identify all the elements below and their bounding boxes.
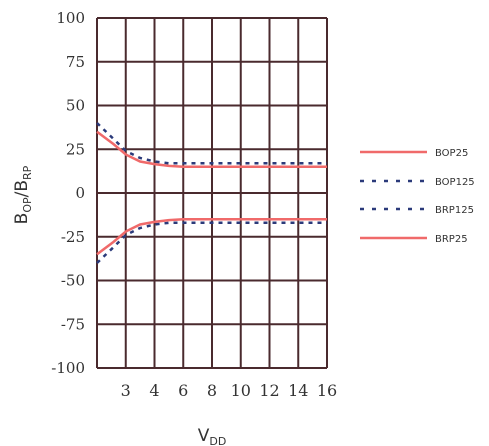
series-line-bop125 xyxy=(96,122,327,165)
x-tick-label: 10 xyxy=(231,381,251,400)
grid xyxy=(96,17,328,369)
x-tick-label: 14 xyxy=(288,381,308,400)
y-tick-label: 25 xyxy=(66,140,85,158)
x-tick-label: 12 xyxy=(259,381,279,400)
legend-label-bop25: BOP25 xyxy=(435,148,468,159)
y-tick-label: -75 xyxy=(61,315,85,333)
y-tick-label: -100 xyxy=(51,359,85,377)
x-tick-label: 6 xyxy=(178,381,188,400)
x-tick-label: 3 xyxy=(121,381,131,400)
series-line-brp25 xyxy=(96,218,327,256)
y-tick-labels: 100 75 50 25 0 -25 -50 -75 -100 xyxy=(51,9,85,377)
y-tick-label: 100 xyxy=(56,9,85,27)
y-tick-label: -25 xyxy=(61,228,85,246)
legend-label-brp25: BRP25 xyxy=(435,234,468,245)
x-tick-label: 8 xyxy=(207,381,217,400)
x-tick-labels: 3 4 6 8 10 12 14 16 xyxy=(121,381,338,400)
legend-label-brp125: BRP125 xyxy=(435,205,474,216)
legend-label-bop125: BOP125 xyxy=(435,177,475,188)
x-tick-label: 16 xyxy=(317,381,337,400)
y-tick-label: 0 xyxy=(75,184,85,202)
y-tick-label: 50 xyxy=(66,97,85,115)
series-line-bop25 xyxy=(96,130,327,169)
series-lines xyxy=(96,122,327,264)
legend: BOP25 BOP125 BRP125 BRP25 xyxy=(360,148,475,245)
x-axis-label: VDD xyxy=(198,426,227,446)
y-axis-label: BOP/BRP xyxy=(12,165,34,224)
y-tick-label: 75 xyxy=(66,53,85,71)
x-tick-label: 4 xyxy=(149,381,159,400)
y-tick-label: -50 xyxy=(61,272,85,290)
series-line-brp125 xyxy=(96,221,327,264)
